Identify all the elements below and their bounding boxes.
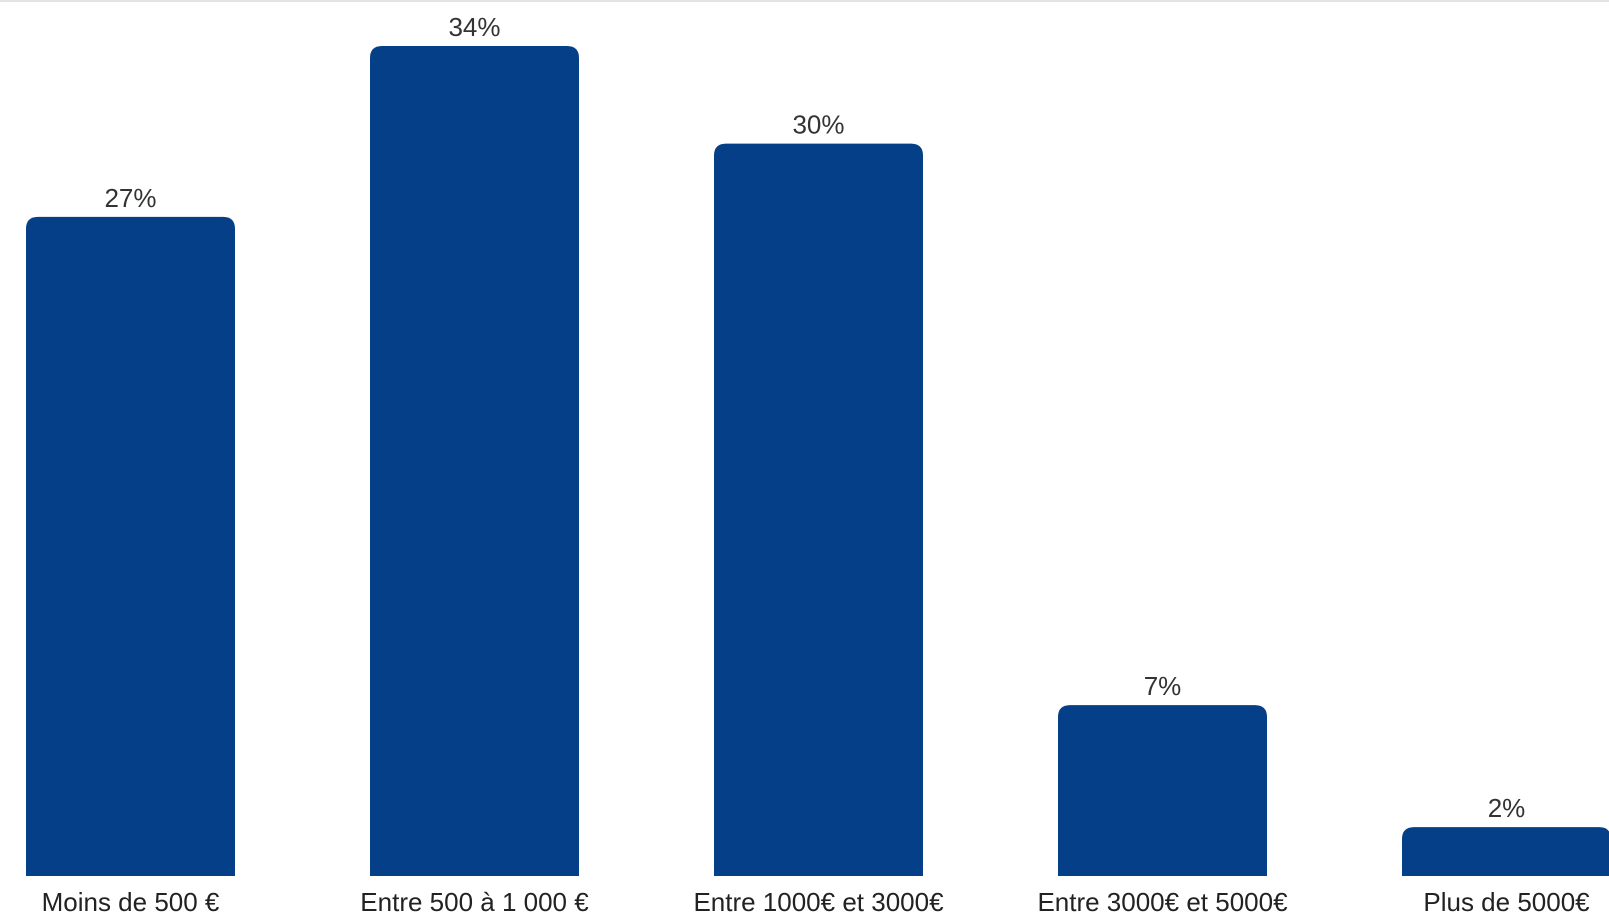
value-label-3: 30%: [792, 110, 844, 140]
value-label-5: 2%: [1488, 793, 1526, 823]
category-label-3: Entre 1000€ et 3000€: [693, 887, 944, 917]
top-divider: [0, 0, 1609, 2]
value-labels-group: 27% 34% 30% 7% 2%: [104, 12, 1525, 823]
bar-4: [1058, 705, 1267, 876]
bar-5: [1402, 827, 1609, 876]
value-label-4: 7%: [1144, 671, 1182, 701]
bar-3: [714, 143, 923, 876]
category-label-4: Entre 3000€ et 5000€: [1037, 887, 1288, 917]
bar-1: [26, 216, 235, 877]
bars-group: [26, 46, 1609, 877]
category-labels-group: Moins de 500 € Entre 500 à 1 000 € Entre 1…: [42, 887, 1591, 917]
category-label-1: Moins de 500 €: [42, 887, 220, 917]
value-label-1: 27%: [104, 183, 156, 213]
category-label-2: Entre 500 à 1 000 €: [360, 887, 589, 917]
bar-2: [370, 46, 579, 876]
value-label-2: 34%: [448, 12, 500, 42]
category-label-5: Plus de 5000€: [1423, 887, 1590, 917]
